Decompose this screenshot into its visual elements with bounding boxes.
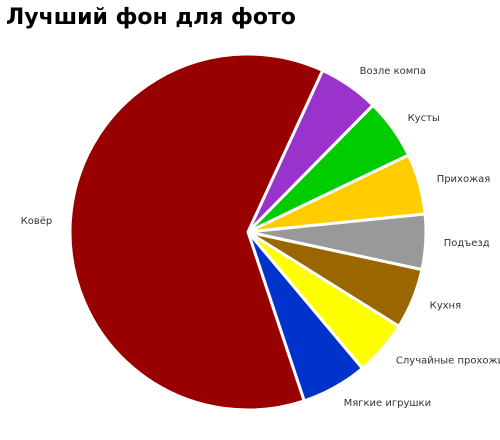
slice-label: Кусты [408, 113, 440, 124]
slice-label: Кухня [430, 301, 462, 312]
slice-label: Мягкие игрушки [344, 398, 431, 409]
slice-label: Подъезд [444, 238, 490, 249]
slice-label: Случайные прохожие [396, 356, 500, 367]
slice-label: Возле компа [360, 66, 426, 77]
chart-title: Лучший фон для фото [6, 5, 296, 30]
slice-label: Прихожая [437, 174, 491, 185]
slice-label: Ковёр [21, 216, 53, 227]
pie-slice [68, 52, 325, 412]
